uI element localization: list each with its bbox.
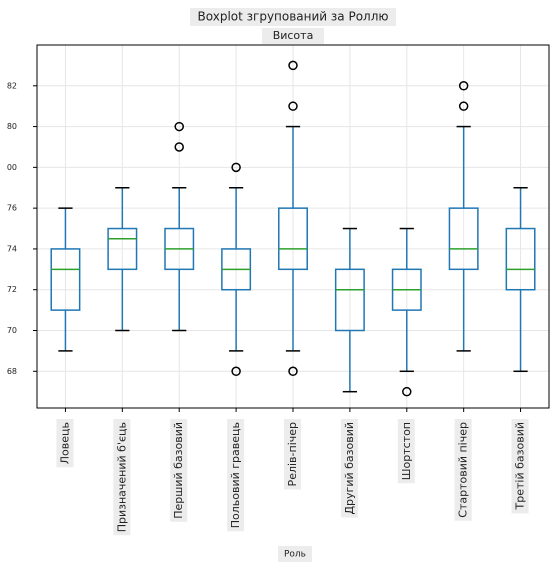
x-tick-label-bg (340, 419, 358, 518)
box (334, 268, 365, 332)
title-bg (190, 8, 396, 26)
box (505, 227, 536, 291)
y-tick-label: 00 (7, 163, 17, 172)
x-tick-label: Шортстоп (400, 422, 413, 480)
box (448, 207, 479, 271)
flier (174, 121, 184, 132)
x-tick-label-bg (284, 418, 301, 490)
flier (174, 142, 184, 152)
y-tick-label: 74 (7, 244, 17, 253)
x-tick-label: Призначений б'єць (115, 422, 128, 532)
subtitle-bg (262, 28, 324, 44)
x-tick-label: Релів-пічер (286, 422, 299, 486)
x-tick-label-bg (170, 419, 188, 522)
flier (288, 366, 298, 377)
x-tick-label-bg (397, 419, 415, 484)
flier (231, 366, 241, 377)
x-tick-label: Перший базовий (172, 422, 185, 519)
x-label-bg (278, 546, 312, 562)
x-tick-label: Третій базовий (514, 422, 527, 510)
chart-subtitle: Висота (273, 29, 314, 42)
flier (458, 101, 469, 111)
x-tick-label-bg (227, 419, 245, 532)
x-tick-label-bg (454, 418, 472, 521)
box (50, 248, 81, 311)
x-tick-label: Ловець (58, 422, 71, 464)
flier (288, 101, 298, 111)
x-tick-label: Польовий гравець (229, 422, 242, 528)
x-tick-label-bg (113, 419, 131, 536)
box (278, 207, 308, 271)
y-tick-label: 72 (7, 285, 17, 294)
y-tick-label: 76 (7, 204, 17, 213)
flier (402, 386, 412, 397)
x-axis-label: Роль (284, 550, 306, 560)
chart-title: Boxplot згрупований за Роллю (198, 10, 389, 24)
flier (458, 81, 469, 91)
y-tick-label: 70 (7, 326, 17, 335)
flier (288, 60, 298, 71)
x-tick-label-bg (56, 419, 74, 468)
x-tick-label: Другий базовий (343, 422, 356, 515)
y-tick-label: 68 (7, 367, 17, 376)
y-tick-label: 80 (7, 122, 17, 131)
x-tick-label: Стартовий пічер (457, 422, 470, 518)
y-tick-label: 82 (7, 81, 17, 90)
box (107, 227, 138, 271)
x-tick-label-bg (511, 419, 529, 514)
flier (231, 162, 241, 173)
